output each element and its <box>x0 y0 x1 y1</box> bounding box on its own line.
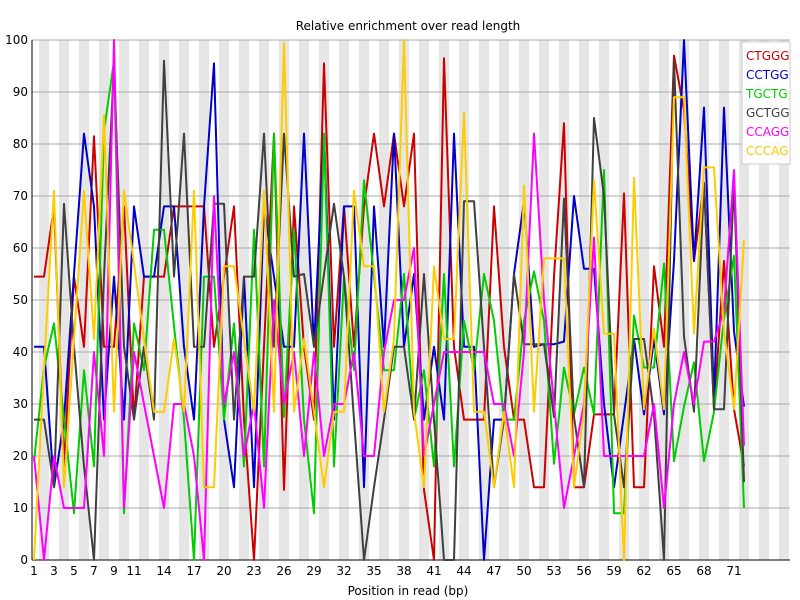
x-tick-label: 26 <box>276 564 291 578</box>
y-tick-label: 80 <box>13 137 28 151</box>
y-tick-label: 70 <box>13 189 28 203</box>
x-tick-label: 35 <box>366 564 381 578</box>
x-tick-label: 47 <box>486 564 501 578</box>
x-tick-label: 50 <box>516 564 531 578</box>
x-tick-label: 20 <box>216 564 231 578</box>
chart-title: Relative enrichment over read length <box>296 19 521 33</box>
x-tick-label: 5 <box>70 564 78 578</box>
x-tick-label: 59 <box>606 564 621 578</box>
x-tick-label: 7 <box>90 564 98 578</box>
x-tick-label: 9 <box>110 564 118 578</box>
legend-entry-cccag: CCCAG <box>746 144 788 158</box>
y-tick-labels: 0 10 20 30 40 50 60 70 80 90 100 <box>5 33 28 567</box>
legend-entry-tgctg: TGCTG <box>745 87 788 101</box>
x-axis-label: Position in read (bp) <box>348 584 469 598</box>
x-tick-label: 29 <box>306 564 321 578</box>
x-tick-label: 56 <box>576 564 591 578</box>
x-tick-label: 41 <box>426 564 441 578</box>
y-tick-label: 90 <box>13 85 28 99</box>
x-tick-label: 53 <box>546 564 561 578</box>
legend-entry-gctgg: GCTGG <box>746 106 790 120</box>
x-tick-label: 62 <box>636 564 651 578</box>
x-tick-label: 32 <box>336 564 351 578</box>
legend-entry-ccagg: CCAGG <box>746 125 789 139</box>
series-line-cccag <box>33 39 745 561</box>
x-tick-label: 68 <box>696 564 711 578</box>
y-tick-label: 60 <box>13 241 28 255</box>
x-tick-label: 23 <box>246 564 261 578</box>
x-tick-label: 1 <box>30 564 38 578</box>
x-tick-label: 3 <box>50 564 58 578</box>
x-tick-label: 44 <box>456 564 471 578</box>
series-line-cctgg <box>34 39 745 561</box>
y-tick-label: 30 <box>13 397 28 411</box>
y-tick-label: 20 <box>13 449 28 463</box>
x-tick-label: 71 <box>726 564 741 578</box>
legend-box <box>741 41 791 165</box>
x-tick-label: 14 <box>156 564 171 578</box>
series-lines <box>33 39 745 561</box>
x-tick-label: 38 <box>396 564 411 578</box>
x-tick-label: 65 <box>666 564 681 578</box>
y-tick-label: 100 <box>5 33 28 47</box>
y-tick-label: 0 <box>20 553 28 567</box>
x-tick-label: 11 <box>126 564 141 578</box>
series-line-ccagg <box>33 39 745 561</box>
y-tick-label: 10 <box>13 501 28 515</box>
legend-entry-ctggg: CTGGG <box>746 49 790 63</box>
legend-entry-cctgg: CCTGG <box>746 68 789 82</box>
y-tick-label: 50 <box>13 293 28 307</box>
x-tick-label: 17 <box>186 564 201 578</box>
y-tick-label: 40 <box>13 345 28 359</box>
legend: CTGGG CCTGG TGCTG GCTGG CCAGG CCCAG <box>741 41 791 165</box>
x-tick-labels: 1 3 5 7 9 11 14 17 20 23 26 29 32 35 38 41 44 47 50 53 56 59 6… <box>30 564 741 578</box>
